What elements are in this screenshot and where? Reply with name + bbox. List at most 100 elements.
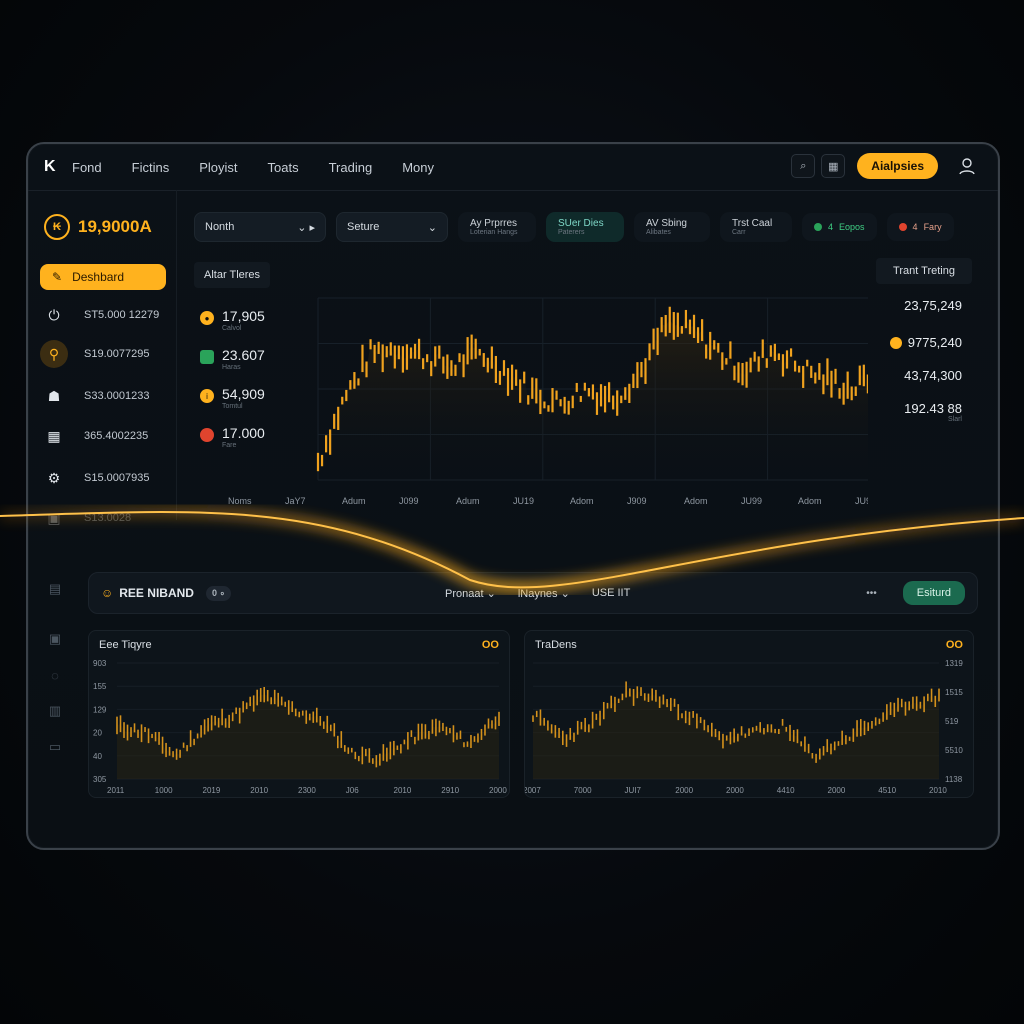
status-dot [814,223,822,231]
dashboard-label: Deshbard [72,270,125,284]
nav-item-ployist[interactable]: Ployist [199,159,238,175]
nav-item-fond[interactable]: Fond [72,159,102,175]
filter-chip-selected[interactable]: SUer Dies Paterers [546,212,624,242]
filter-chip-sub: Carr [732,229,746,236]
coin-icon: ₭ [44,214,70,240]
stat-item: 17.000 Fare [200,425,265,464]
app-window: K Fond Fictins Ployist Toats Trading Mon… [26,142,1000,850]
filter-chip[interactable]: AV Sbing Alibates [634,212,710,242]
stat-item: i 54,909 Tomtul [200,386,265,425]
top-nav: K Fond Fictins Ployist Toats Trading Mon… [28,144,998,191]
book-icon[interactable]: ▥ [48,703,62,718]
topbar-actions: ⌕ ▦ Aialpsies [791,153,978,179]
right-stat-sub: Slarl [947,416,962,423]
nav-item-fictins[interactable]: Fictins [131,159,170,175]
x-axis-label: JU99 [855,496,868,506]
x-axis-label: 2000 [489,786,507,795]
panel-options-icon[interactable]: OO [481,639,499,651]
stat-value: 23.607 [222,347,265,363]
x-axis-label: 7000 [574,786,592,795]
smiley-icon: ☺ [101,586,114,600]
stat-item: ● 17,905 Calvol [200,308,265,347]
line-chart: 1319 1515 519 5510 1138 2007 7000 JUI7 2000 2000 4… [525,659,963,795]
more-icon[interactable]: ••• [866,587,877,599]
right-stat-value: 192.43 88 [904,401,962,416]
right-stat-value: 23,75,249 [904,298,962,313]
x-axis-label: 2000 [675,786,693,795]
x-axis-label: 2007 [525,786,541,795]
x-axis-label: J06 [346,786,359,795]
chevron-down-icon: ⌄ [427,221,437,234]
panel-options-icon[interactable]: OO [945,639,963,651]
nav-item-trading[interactable]: Trading [328,159,373,175]
section-badge[interactable]: 0 ∘ [205,585,232,601]
search-icon[interactable]: ⌕ [791,154,816,178]
status-tag-red[interactable]: 4 Fary [886,213,954,241]
x-axis-label: J099 [399,496,419,506]
status-dot [898,223,907,231]
balance: ₭ 19,9000A [44,214,152,240]
filter-chip-sub: Loterian Hangs [470,229,518,236]
filter-chip[interactable]: Trst Caal Carr [720,212,792,242]
section-title-text: REE NIBAND [119,586,194,600]
sidebar-item-pin[interactable]: ⚲ S19.0077295 [40,340,149,368]
right-stat-value: 9775,240 [907,335,962,350]
filter-chip-label: AV Sbing [646,218,687,229]
stat-sub: Calvol [222,325,242,332]
user-avatar-icon[interactable] [956,155,978,177]
calendar-icon[interactable]: ▤ [48,581,62,596]
nav-item-toats[interactable]: Toats [267,159,299,175]
right-stats-card: Trant Treting 23,75,249 9775,240 43,74,3… [876,258,972,518]
x-axis-label: 1000 [155,786,173,795]
lower-sidebar: ▤ ▣ ◌ ▥ ▭ [40,574,70,768]
sidebar-item-lock[interactable]: ▣ S13.0028 [40,504,131,532]
grid-icon[interactable]: ▦ [821,154,846,178]
filter-chip-sub: Alibates [646,229,671,236]
pencil-icon: ✎ [52,270,63,284]
x-axis-label: JUI7 [625,786,642,795]
sidebar-item-value: S15.0007935 [84,472,150,484]
month-dropdown-label: Nonth [205,221,235,233]
sidebar-item-power[interactable]: ⏻ ST5.000 12279 [40,301,159,329]
y-axis-label: 305 [93,775,107,784]
stat-value: 17.000 [222,425,265,441]
inbox-icon[interactable]: ▭ [48,739,62,754]
panel-title: Eee Tiqyre [99,639,152,651]
sidebar-item-value: ST5.000 12279 [84,309,160,321]
area-fill [533,689,939,779]
main-chart-card: Altar Tleres ● 17,905 Calvol 23.607 Haras … [188,254,868,518]
stat-item: 23.607 Haras [200,347,265,386]
filter-chip[interactable]: Ay Prprres Loterian Hangs [458,212,536,242]
x-axis-label: Adom [798,496,822,506]
filter-bar: Nonth ⌄ ▸ Seture ⌄ Ay Prprres Loterian H… [194,212,954,242]
x-axis-label: 2019 [203,786,221,795]
coin-icon: ● [200,311,214,325]
status-tag-green[interactable]: 4 Eopos [802,213,877,241]
x-axis-label: 4410 [777,786,795,795]
refresh-icon[interactable]: ◌ [51,667,59,683]
coin-icon [889,336,902,349]
analyses-button[interactable]: Aialpsies [857,153,938,179]
nav-item-mony[interactable]: Mony [402,159,434,175]
submit-button[interactable]: Esiturd [902,581,965,605]
menu-pronaat[interactable]: Pronaat ⌄ [445,587,496,600]
sidebar-item-user[interactable]: ☗ S33.0001233 [40,382,150,410]
dashboard-button[interactable]: ✎ Deshbard [40,264,166,290]
seture-dropdown[interactable]: Seture ⌄ [336,212,448,242]
month-dropdown[interactable]: Nonth ⌄ ▸ [194,212,326,242]
tag-label: Fary [923,222,942,232]
app-logo[interactable]: K [44,158,56,175]
sidebar-item-gear[interactable]: ⚙ S15.0007935 [40,464,150,492]
menu-use-iit[interactable]: USE IIT [591,586,631,599]
chart-panel-left: Eee Tiqyre OO 903 155 129 20 40 305 2011 1000 20… [88,630,510,798]
area-fill [117,694,499,779]
sidebar-item-value: S13.0028 [84,512,132,524]
y-axis-label: 1515 [945,688,963,697]
x-axis-label: 2000 [828,786,846,795]
save-icon[interactable]: ▣ [48,631,62,646]
stat-sub: Haras [222,364,241,371]
chart-title: Altar Tleres [194,262,271,288]
menu-naynes[interactable]: lNaynes ⌄ [517,587,570,600]
sidebar-item-grid[interactable]: ▦ 365.4002235 [40,422,148,450]
